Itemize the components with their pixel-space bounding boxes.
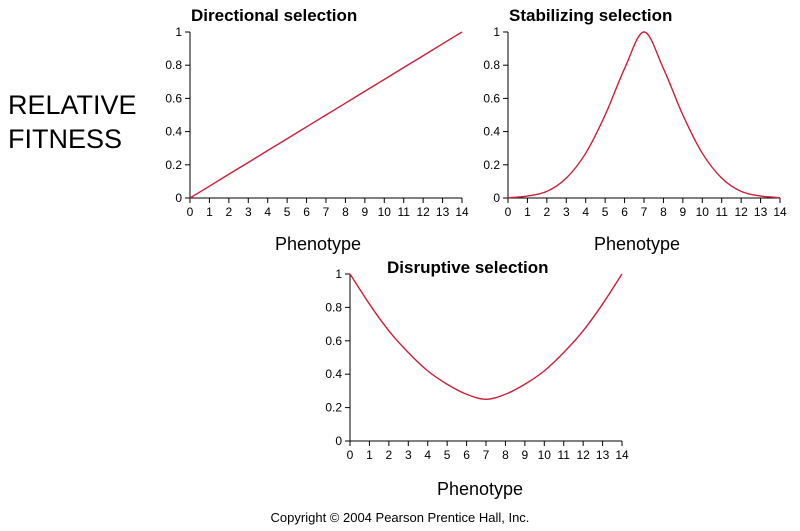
stabilizing-x-tick-label: 0 xyxy=(505,205,512,219)
directional-y-tick-label: 1 xyxy=(175,25,182,39)
copyright-notice: Copyright © 2004 Pearson Prentice Hall, … xyxy=(270,510,530,525)
disruptive-x-tick-label: 14 xyxy=(615,448,629,462)
disruptive-y-tick-label: 0.2 xyxy=(325,401,342,415)
stabilizing-y-tick-label: 0 xyxy=(493,191,500,205)
directional-y-tick-label: 0.2 xyxy=(165,158,182,172)
directional-x-tick-label: 5 xyxy=(284,205,291,219)
directional-x-tick-label: 13 xyxy=(436,205,450,219)
y-axis-label-line2: FITNESS xyxy=(8,124,123,154)
disruptive-y-tick-label: 0 xyxy=(335,434,342,448)
directional-x-tick-label: 0 xyxy=(187,205,194,219)
disruptive-x-tick-label: 1 xyxy=(366,448,373,462)
directional-x-axis-label: Phenotype xyxy=(275,234,362,254)
stabilizing-x-tick-label: 12 xyxy=(734,205,748,219)
stabilizing-y-tick-label: 0.8 xyxy=(483,58,500,72)
directional-chart-title: Directional selection xyxy=(191,6,358,25)
disruptive-x-tick-label: 0 xyxy=(347,448,354,462)
disruptive-chart-title: Disruptive selection xyxy=(387,258,549,277)
directional-x-tick-label: 9 xyxy=(362,205,369,219)
directional-x-tick-label: 10 xyxy=(378,205,392,219)
disruptive-x-axis-label: Phenotype xyxy=(437,479,524,499)
directional-y-tick-label: 0.6 xyxy=(165,91,182,105)
disruptive-y-tick-label: 0.8 xyxy=(325,300,342,314)
disruptive-x-tick-label: 5 xyxy=(444,448,451,462)
stabilizing-x-axis-label: Phenotype xyxy=(594,234,681,254)
directional-y-tick-label: 0.4 xyxy=(165,125,182,139)
directional-x-tick-label: 1 xyxy=(206,205,213,219)
stabilizing-x-tick-label: 2 xyxy=(544,205,551,219)
disruptive-x-tick-label: 8 xyxy=(502,448,509,462)
stabilizing-x-tick-label: 3 xyxy=(563,205,570,219)
stabilizing-x-tick-label: 7 xyxy=(641,205,648,219)
stabilizing-y-tick-label: 0.4 xyxy=(483,125,500,139)
stabilizing-x-tick-label: 14 xyxy=(773,205,787,219)
stabilizing-x-tick-label: 10 xyxy=(696,205,710,219)
stabilizing-y-tick-label: 0.6 xyxy=(483,91,500,105)
stabilizing-x-tick-label: 1 xyxy=(524,205,531,219)
disruptive-y-tick-label: 1 xyxy=(335,267,342,281)
directional-x-tick-label: 4 xyxy=(264,205,271,219)
stabilizing-y-tick-label: 1 xyxy=(493,25,500,39)
directional-x-tick-label: 11 xyxy=(397,205,410,219)
directional-x-tick-label: 6 xyxy=(303,205,310,219)
stabilizing-x-tick-label: 4 xyxy=(582,205,589,219)
stabilizing-chart-title: Stabilizing selection xyxy=(509,6,673,25)
disruptive-fitness-curve xyxy=(349,273,623,400)
disruptive-x-tick-label: 9 xyxy=(522,448,529,462)
stabilizing-fitness-curve xyxy=(507,31,781,199)
disruptive-y-tick-label: 0.4 xyxy=(325,367,342,381)
stabilizing-x-tick-label: 5 xyxy=(602,205,609,219)
directional-x-tick-label: 2 xyxy=(226,205,233,219)
stabilizing-x-tick-label: 6 xyxy=(621,205,628,219)
disruptive-x-tick-label: 4 xyxy=(424,448,431,462)
stabilizing-x-tick-label: 13 xyxy=(754,205,768,219)
disruptive-y-tick-label: 0.6 xyxy=(325,334,342,348)
stabilizing-x-tick-label: 9 xyxy=(680,205,687,219)
disruptive-x-tick-label: 7 xyxy=(483,448,490,462)
stabilizing-x-tick-label: 8 xyxy=(660,205,667,219)
disruptive-x-tick-label: 3 xyxy=(405,448,412,462)
disruptive-x-tick-label: 10 xyxy=(538,448,552,462)
disruptive-x-tick-label: 11 xyxy=(557,448,570,462)
stabilizing-x-tick-label: 11 xyxy=(715,205,728,219)
disruptive-x-tick-label: 12 xyxy=(576,448,590,462)
directional-x-tick-label: 8 xyxy=(342,205,349,219)
directional-x-tick-label: 7 xyxy=(323,205,330,219)
disruptive-x-tick-label: 6 xyxy=(463,448,470,462)
disruptive-x-tick-label: 13 xyxy=(596,448,610,462)
directional-y-tick-label: 0 xyxy=(175,191,182,205)
stabilizing-y-tick-label: 0.2 xyxy=(483,158,500,172)
disruptive-x-tick-label: 2 xyxy=(386,448,393,462)
y-axis-label-line1: RELATIVE xyxy=(8,90,137,120)
directional-x-tick-label: 12 xyxy=(416,205,430,219)
directional-x-tick-label: 14 xyxy=(455,205,469,219)
y-axis-label: RELATIVE FITNESS xyxy=(8,88,137,156)
directional-y-tick-label: 0.8 xyxy=(165,58,182,72)
directional-x-tick-label: 3 xyxy=(245,205,252,219)
directional-fitness-curve xyxy=(189,31,463,199)
